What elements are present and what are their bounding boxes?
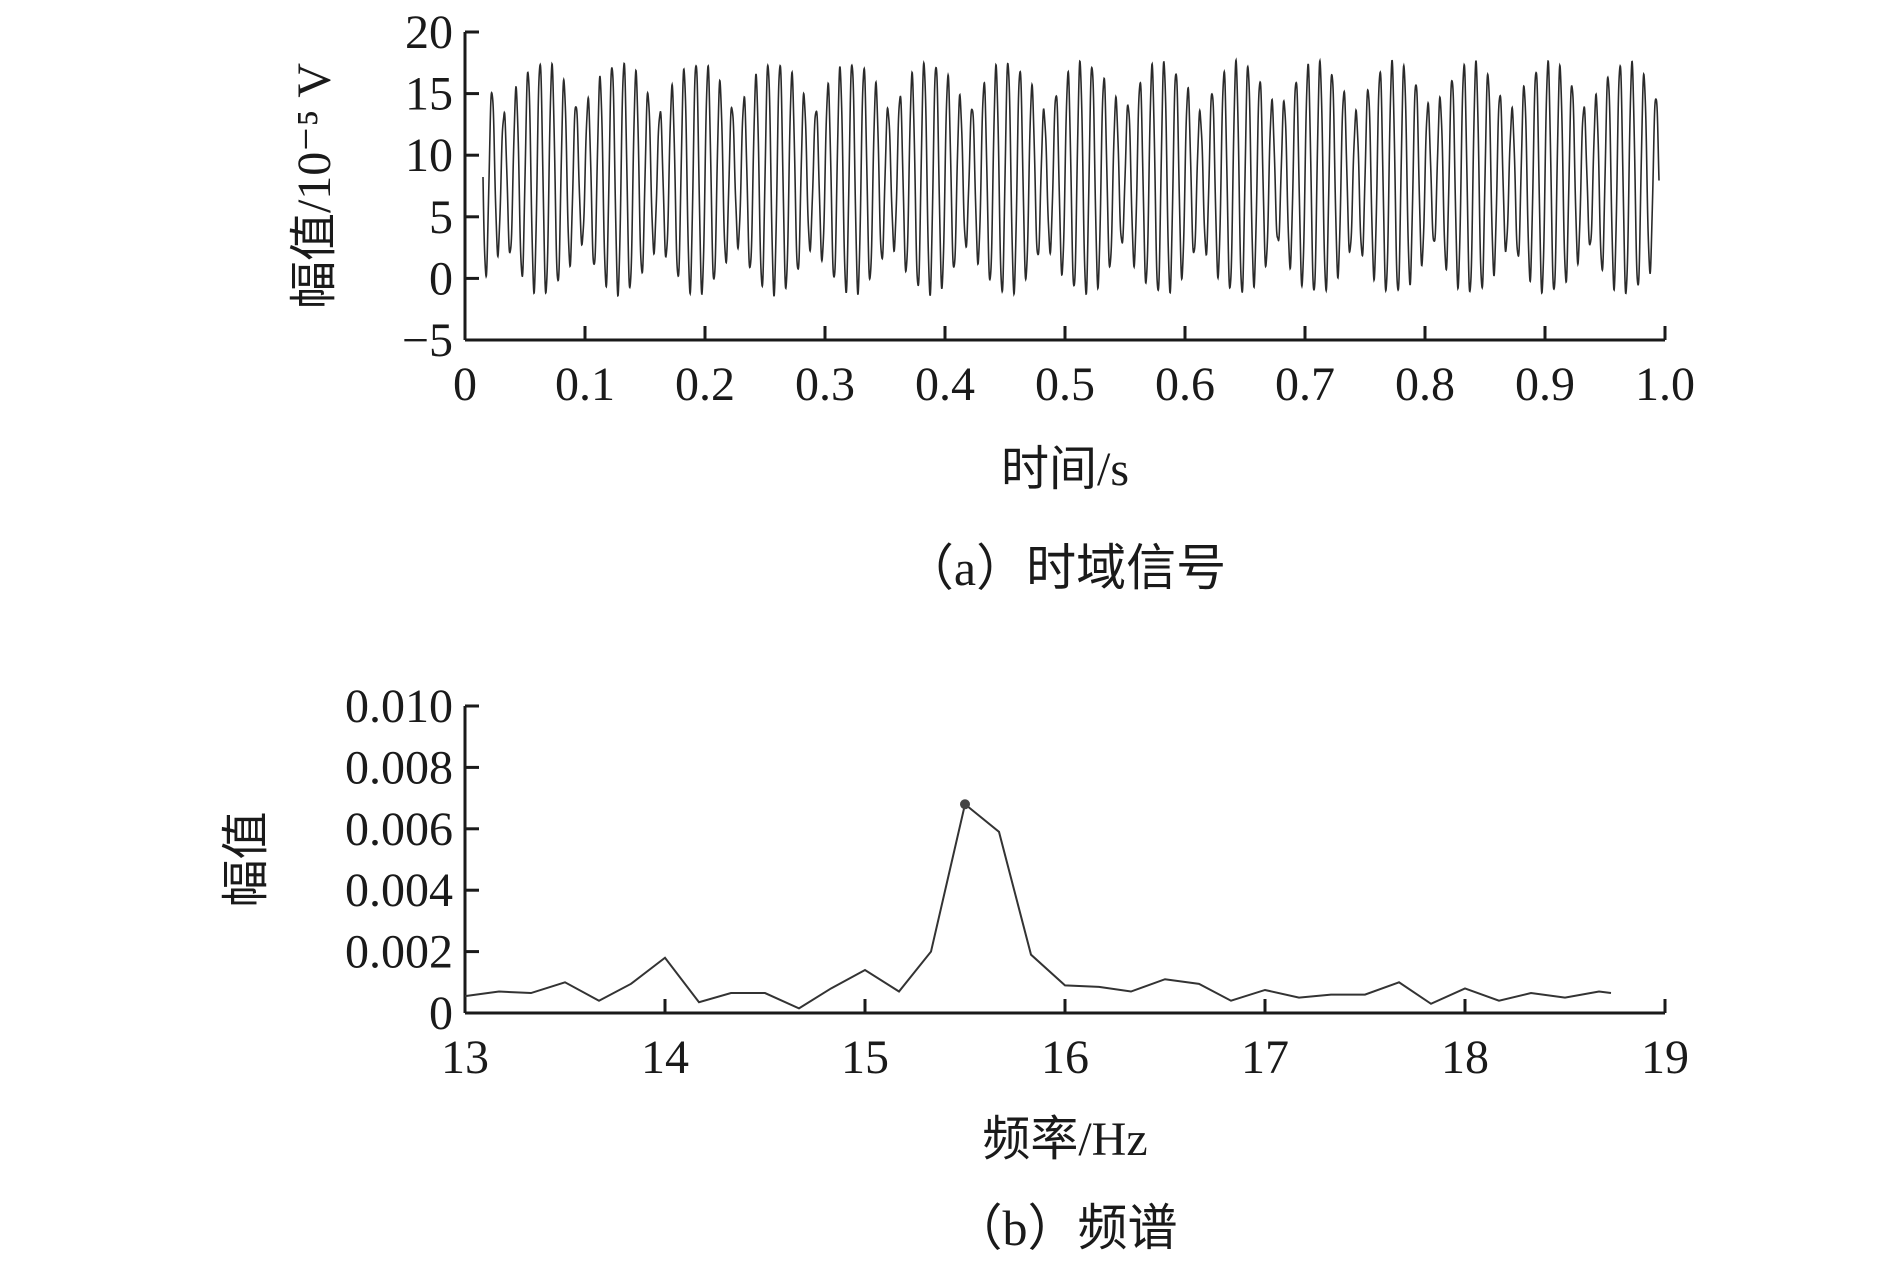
spectrum-y-tick-label: 0.004 [345,864,453,917]
time-domain-x-tick-label: 0.3 [795,358,855,411]
spectrum-x-tick-label: 14 [641,1031,689,1084]
spectrum-x-tick-label: 13 [441,1031,489,1084]
time-domain-x-tick-label: 0.8 [1395,358,1455,411]
spectrum-line [464,802,1612,1010]
time-domain-x-tick-label: 0.9 [1515,358,1575,411]
spectrum-x-tick-label: 17 [1241,1031,1289,1084]
spectrum-x-tick-label: 18 [1441,1031,1489,1084]
time-domain-caption: （a）时域信号 [904,540,1226,596]
time-domain-chart: 0 0.1 0.2 0.3 0.4 0.5 0.6 0.7 0.8 0.9 1.0−50510152… [288,6,1695,596]
spectrum-x-axis-title: 频率/Hz [982,1113,1147,1166]
spectrum-peak-marker [960,799,970,810]
spectrum-x-tick-label: 16 [1041,1031,1089,1084]
time-domain-x-tick-label: 0.2 [675,358,735,411]
spectrum-y-axis-title: 幅值 [220,811,273,907]
time-domain-series [482,57,1660,297]
time-domain-x-axis-title: 时间/s [1001,443,1129,496]
spectrum-y-tick-label: 0.002 [345,926,453,979]
time-domain-x-tick-label: 0 [453,358,477,411]
time-domain-x-tick-label: 0.7 [1275,358,1335,411]
time-domain-x-tick-label: 0.5 [1035,358,1095,411]
time-domain-y-tick-label: 10 [405,129,453,182]
time-domain-x-tick-label: 0.1 [555,358,615,411]
spectrum-y-tick-label: 0.008 [345,741,453,794]
time-domain-x-tick-label: 0.4 [915,358,975,411]
time-domain-y-tick-label: 5 [429,191,453,244]
time-domain-y-tick-label: 15 [405,68,453,121]
spectrum-x-tick-label: 15 [841,1031,889,1084]
time-domain-ticks: 0 0.1 0.2 0.3 0.4 0.5 0.6 0.7 0.8 0.9 1.0−50510152… [402,6,1695,411]
time-domain-x-tick-label: 1.0 [1635,358,1695,411]
time-domain-y-tick-label: −5 [402,314,453,367]
time-domain-x-tick-label: 0.6 [1155,358,1215,411]
time-domain-y-tick-label: 20 [405,6,453,59]
time-domain-y-tick-label: 0 [429,252,453,305]
spectrum-y-tick-label: 0 [429,987,453,1040]
spectrum-ticks: 13 14 15 16 17 18 19 0 0.002 0.004 0.006 0.008 0.010 [345,680,1689,1084]
spectrum-series [464,799,1612,1010]
time-domain-signal-line [482,57,1660,297]
spectrum-x-tick-label: 19 [1641,1031,1689,1084]
spectrum-caption: （b）频谱 [953,1200,1178,1256]
spectrum-chart: 13 14 15 16 17 18 19 0 0.002 0.004 0.006 0.008 0.010… [220,680,1689,1256]
time-domain-y-axis-title: 幅值/10⁻⁵ V [288,63,341,309]
spectrum-y-tick-label: 0.010 [345,680,453,733]
spectrum-axes [463,706,1665,1015]
spectrum-y-tick-label: 0.006 [345,803,453,856]
